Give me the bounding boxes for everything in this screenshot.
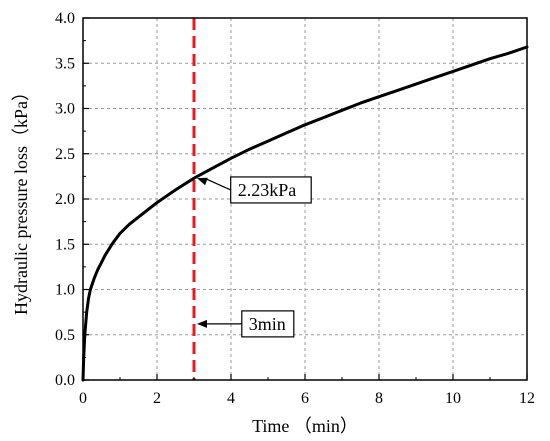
x-tick-label: 4 bbox=[227, 390, 235, 407]
annotation-label: 2.23kPa bbox=[238, 180, 297, 200]
y-tick-label: 0.0 bbox=[55, 372, 75, 389]
y-tick-label: 2.5 bbox=[55, 146, 75, 163]
y-tick-label: 4.0 bbox=[55, 10, 75, 27]
y-axis-title: Hydraulic pressure loss（kPa） bbox=[11, 83, 31, 315]
y-tick-label: 2.0 bbox=[55, 191, 75, 208]
x-tick-label: 8 bbox=[375, 390, 383, 407]
series-layer bbox=[81, 45, 529, 382]
x-axis-ticks: 0 2 4 6 8 10 12 bbox=[79, 374, 535, 407]
annotation-arrowhead bbox=[197, 177, 208, 186]
annotation-label: 3min bbox=[249, 314, 286, 334]
annotation-arrowhead bbox=[197, 319, 207, 328]
annotation-box bbox=[230, 176, 312, 204]
x-tick-label: 0 bbox=[79, 390, 87, 407]
y-tick-label: 1.0 bbox=[55, 282, 75, 299]
x-tick-label: 10 bbox=[445, 390, 461, 407]
x-tick-label: 2 bbox=[153, 390, 161, 407]
y-tick-label: 0.5 bbox=[55, 327, 75, 344]
x-axis-title: Time （min） bbox=[252, 416, 358, 436]
y-tick-label: 1.5 bbox=[55, 236, 75, 253]
annotation-box bbox=[241, 310, 295, 338]
y-tick-label: 3.0 bbox=[55, 101, 75, 118]
x-tick-label: 6 bbox=[301, 390, 309, 407]
y-axis-ticks: 0.0 0.5 1.0 1.5 2.0 2.5 3.0 3.5 4.0 bbox=[55, 10, 89, 389]
y-tick-label: 3.5 bbox=[55, 55, 75, 72]
annotation-layer: 2.23kPa 3min bbox=[197, 176, 312, 338]
pressure-loss-line bbox=[81, 45, 529, 382]
grid-lines bbox=[83, 18, 527, 380]
annotation-arrow bbox=[204, 177, 231, 191]
x-tick-label: 12 bbox=[519, 390, 535, 407]
